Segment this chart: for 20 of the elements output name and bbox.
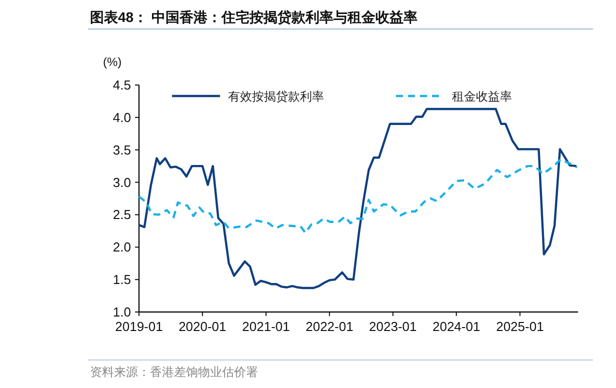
ylabel: (%) [103,55,122,69]
y-tick-label: 3.5 [112,142,131,158]
text: 资料来源：香港差饷物业估价署 [90,365,258,379]
legend-label: 有效按揭贷款利率 [228,90,324,104]
legend-label: 租金收益率 [452,90,512,104]
x-tick-label: 2023-01 [369,319,417,334]
y-tick-label: 4.0 [112,110,131,125]
x-tick-label: 2020-01 [178,319,226,334]
y-tick-label: 1.0 [112,304,131,320]
y-tick-label: 4.5 [112,78,131,92]
y-tick-label: 1.5 [112,272,131,288]
y-tick-label: 2.5 [112,207,131,222]
x-tick-label: 2021-01 [242,319,290,334]
x-tick-label: 2019-01 [115,319,163,334]
x-tick-label: 2025-01 [496,319,544,334]
title: 图表48： 中国香港：住宅按揭贷款利率与租金收益率 [90,9,418,25]
x-tick-label: 2024-01 [432,319,480,334]
y-tick-label: 2.0 [112,240,131,255]
y-tick-label: 3.0 [112,174,131,190]
x-tick-label: 2022-01 [306,319,354,334]
